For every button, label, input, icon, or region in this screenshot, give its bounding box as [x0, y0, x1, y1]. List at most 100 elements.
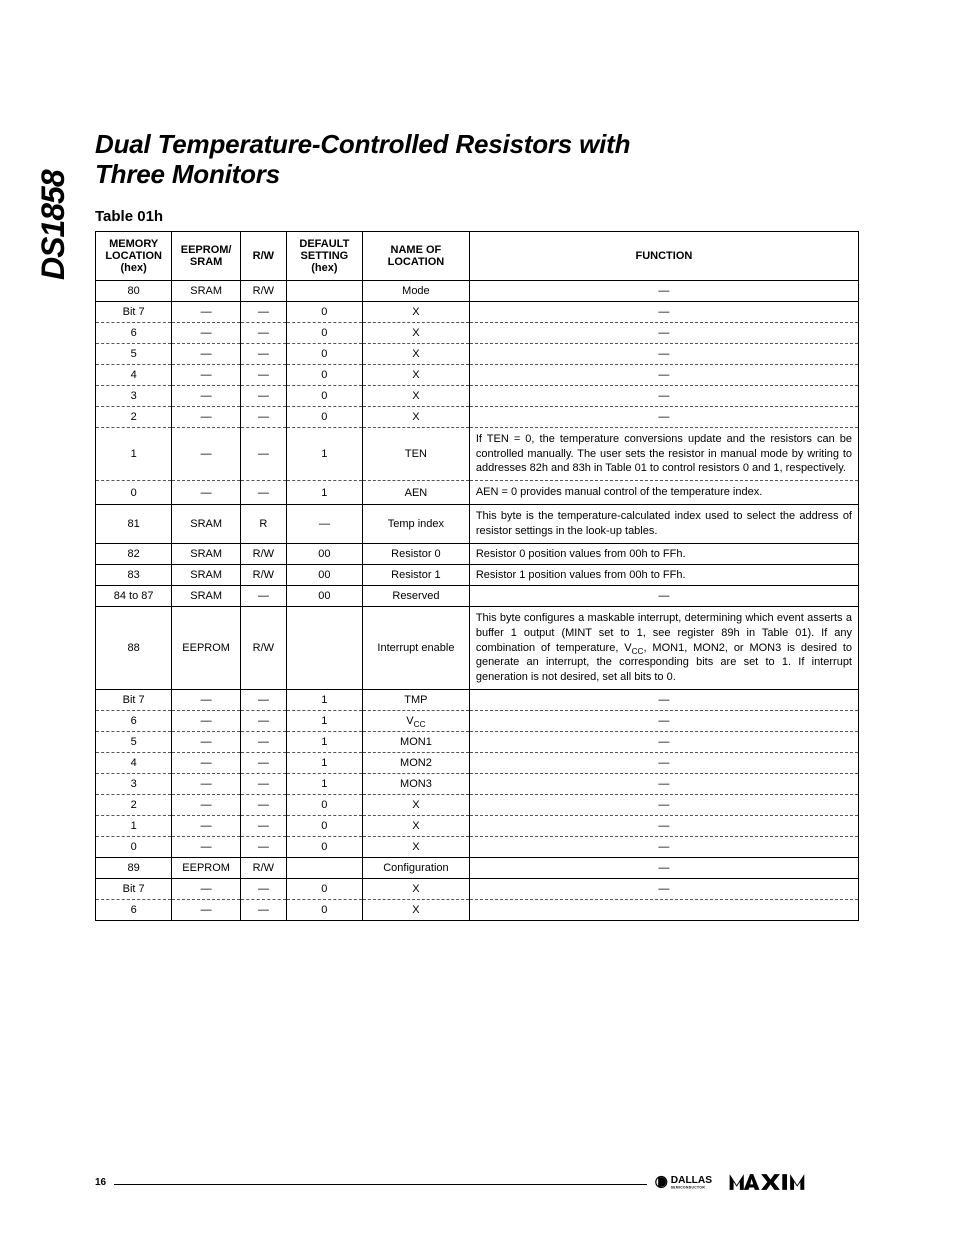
cell-memory: 3 [96, 774, 172, 795]
cell-name: MON3 [363, 774, 470, 795]
cell-name: VCC [363, 711, 470, 732]
table-row: 4——0X— [96, 364, 859, 385]
cell-rw: — [240, 406, 286, 427]
cell-default: 1 [286, 753, 362, 774]
cell-name: Interrupt enable [363, 606, 470, 689]
cell-eeprom: SRAM [172, 543, 241, 564]
col-header-memory: MEMORYLOCATION(hex) [96, 231, 172, 280]
table-caption: Table 01h [95, 208, 859, 225]
cell-eeprom: — [172, 322, 241, 343]
cell-memory: 83 [96, 564, 172, 585]
cell-eeprom: — [172, 795, 241, 816]
cell-default: 00 [286, 585, 362, 606]
cell-rw: — [240, 585, 286, 606]
cell-eeprom: SRAM [172, 564, 241, 585]
col-header-rw: R/W [240, 231, 286, 280]
cell-rw: — [240, 385, 286, 406]
cell-eeprom: — [172, 900, 241, 921]
cell-default: 0 [286, 343, 362, 364]
cell-memory: 4 [96, 753, 172, 774]
page-footer: 16 DALLAS SEMICONDUCTOR [95, 1171, 859, 1193]
table-row: 2——0X— [96, 795, 859, 816]
cell-name: MON1 [363, 732, 470, 753]
table-row: 2——0X— [96, 406, 859, 427]
cell-default: 1 [286, 481, 362, 505]
cell-eeprom: — [172, 816, 241, 837]
cell-name: X [363, 900, 470, 921]
table-row: 0——1AENAEN = 0 provides manual control o… [96, 481, 859, 505]
cell-name: Resistor 0 [363, 543, 470, 564]
cell-default: 1 [286, 774, 362, 795]
cell-function: This byte configures a maskable interrup… [469, 606, 858, 689]
cell-eeprom: — [172, 385, 241, 406]
cell-function: This byte is the temperature-calculated … [469, 505, 858, 544]
cell-default: 0 [286, 322, 362, 343]
cell-eeprom: — [172, 879, 241, 900]
cell-rw: — [240, 774, 286, 795]
cell-memory: 6 [96, 711, 172, 732]
cell-memory: Bit 7 [96, 690, 172, 711]
cell-default: 1 [286, 427, 362, 481]
cell-memory: 84 to 87 [96, 585, 172, 606]
cell-memory: 2 [96, 406, 172, 427]
cell-default: 0 [286, 837, 362, 858]
cell-rw: — [240, 732, 286, 753]
cell-rw: — [240, 690, 286, 711]
table-row: 1——1TENIf TEN = 0, the temperature conve… [96, 427, 859, 481]
cell-default: — [286, 505, 362, 544]
cell-memory: 6 [96, 322, 172, 343]
part-number-side: DS1858 [35, 170, 72, 280]
cell-function: — [469, 690, 858, 711]
cell-default: 1 [286, 690, 362, 711]
cell-default: 00 [286, 543, 362, 564]
cell-eeprom: — [172, 406, 241, 427]
cell-function: — [469, 364, 858, 385]
cell-memory: 80 [96, 280, 172, 301]
cell-function: Resistor 0 position values from 00h to F… [469, 543, 858, 564]
cell-name: Resistor 1 [363, 564, 470, 585]
cell-name: Reserved [363, 585, 470, 606]
table-row: Bit 7——0X— [96, 879, 859, 900]
cell-function: — [469, 816, 858, 837]
cell-memory: 1 [96, 816, 172, 837]
cell-function: — [469, 343, 858, 364]
cell-name: X [363, 301, 470, 322]
cell-name: Temp index [363, 505, 470, 544]
cell-memory: 1 [96, 427, 172, 481]
cell-name: AEN [363, 481, 470, 505]
cell-default: 1 [286, 711, 362, 732]
cell-rw: — [240, 795, 286, 816]
cell-eeprom: SRAM [172, 505, 241, 544]
cell-function: — [469, 406, 858, 427]
cell-memory: 82 [96, 543, 172, 564]
cell-default: 0 [286, 795, 362, 816]
cell-memory: 5 [96, 343, 172, 364]
cell-function: — [469, 711, 858, 732]
table-header-row: MEMORYLOCATION(hex) EEPROM/SRAM R/W DEFA… [96, 231, 859, 280]
col-header-name: NAME OFLOCATION [363, 231, 470, 280]
cell-memory: 88 [96, 606, 172, 689]
table-row: 6——0X— [96, 322, 859, 343]
table-row: 4——1MON2— [96, 753, 859, 774]
cell-memory: 2 [96, 795, 172, 816]
cell-function: Resistor 1 position values from 00h to F… [469, 564, 858, 585]
cell-name: Mode [363, 280, 470, 301]
cell-function: — [469, 585, 858, 606]
cell-function: — [469, 301, 858, 322]
cell-default [286, 280, 362, 301]
cell-memory: 6 [96, 900, 172, 921]
cell-function: — [469, 753, 858, 774]
cell-default: 0 [286, 816, 362, 837]
cell-rw: R/W [240, 280, 286, 301]
table-row: 0——0X— [96, 837, 859, 858]
table-row: 5——0X— [96, 343, 859, 364]
cell-rw: — [240, 753, 286, 774]
svg-text:DALLAS: DALLAS [670, 1175, 712, 1186]
cell-default: 0 [286, 900, 362, 921]
cell-eeprom: SRAM [172, 585, 241, 606]
cell-name: X [363, 385, 470, 406]
cell-function: — [469, 774, 858, 795]
cell-default [286, 606, 362, 689]
cell-name: MON2 [363, 753, 470, 774]
col-header-default: DEFAULTSETTING(hex) [286, 231, 362, 280]
